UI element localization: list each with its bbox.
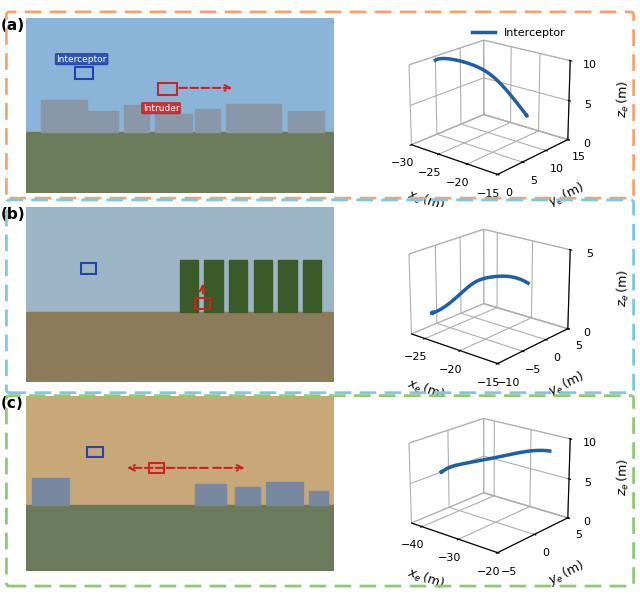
Bar — [195, 298, 211, 309]
Y-axis label: $y_e\,(\mathrm{m})$: $y_e\,(\mathrm{m})$ — [545, 368, 587, 400]
Bar — [26, 131, 333, 193]
Text: (a): (a) — [1, 18, 25, 33]
Bar — [41, 100, 87, 131]
Bar — [81, 263, 97, 274]
Bar — [26, 18, 333, 131]
X-axis label: $x_e\,(\mathrm{m})$: $x_e\,(\mathrm{m})$ — [405, 375, 446, 403]
Y-axis label: $y_e\,(\mathrm{m})$: $y_e\,(\mathrm{m})$ — [545, 557, 587, 589]
Bar — [26, 505, 333, 571]
Bar — [155, 114, 192, 131]
Bar — [26, 312, 333, 382]
Text: (b): (b) — [1, 207, 26, 222]
Bar — [226, 104, 282, 131]
Bar — [229, 259, 248, 312]
Text: (c): (c) — [1, 396, 24, 411]
X-axis label: $x_e\,(\mathrm{m})$: $x_e\,(\mathrm{m})$ — [405, 186, 446, 214]
Y-axis label: $y_e\,(\mathrm{m})$: $y_e\,(\mathrm{m})$ — [545, 178, 587, 211]
Bar — [253, 259, 272, 312]
Bar — [87, 447, 102, 458]
Bar — [87, 111, 118, 131]
Bar — [75, 67, 93, 79]
Bar — [149, 463, 164, 473]
Bar — [124, 105, 149, 131]
X-axis label: $x_e\,(\mathrm{m})$: $x_e\,(\mathrm{m})$ — [405, 565, 446, 592]
Text: Intruder: Intruder — [143, 104, 179, 112]
Legend: Interceptor: Interceptor — [468, 23, 570, 42]
Bar — [287, 111, 324, 131]
Bar — [158, 83, 177, 95]
Bar — [32, 478, 68, 505]
Bar — [195, 109, 220, 131]
Bar — [195, 484, 226, 505]
Bar — [204, 259, 223, 312]
Bar — [266, 482, 303, 505]
Bar — [26, 207, 333, 312]
Bar — [303, 259, 321, 312]
Bar — [26, 396, 333, 505]
Bar — [180, 259, 198, 312]
Text: Interceptor: Interceptor — [56, 55, 107, 64]
Bar — [278, 259, 297, 312]
Bar — [235, 487, 260, 505]
Bar — [309, 491, 328, 505]
